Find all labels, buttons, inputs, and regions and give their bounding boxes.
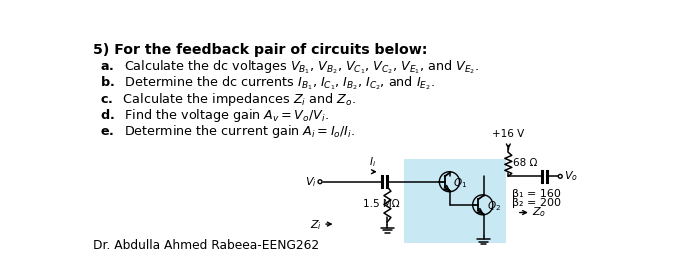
Bar — [404, 159, 506, 243]
Text: β₁ = 160: β₁ = 160 — [512, 189, 561, 199]
Text: 1.5 MΩ: 1.5 MΩ — [363, 200, 399, 209]
Text: $Z_i$: $Z_i$ — [309, 218, 321, 232]
Text: $Z_o$: $Z_o$ — [533, 206, 547, 219]
Text: $Q_1$: $Q_1$ — [454, 176, 468, 190]
Text: Dr. Abdulla Ahmed Rabeea-EENG262: Dr. Abdulla Ahmed Rabeea-EENG262 — [93, 240, 319, 253]
Text: 5) For the feedback pair of circuits below:: 5) For the feedback pair of circuits bel… — [93, 43, 428, 57]
Text: $I_i$: $I_i$ — [369, 156, 376, 169]
Text: $\mathbf{c.}$  Calculate the impedances $Z_i$ and $Z_o$.: $\mathbf{c.}$ Calculate the impedances $… — [100, 91, 356, 108]
Text: β₂ = 200: β₂ = 200 — [512, 198, 561, 208]
Text: $V_o$: $V_o$ — [564, 169, 578, 183]
Text: $Q_2$: $Q_2$ — [486, 200, 500, 213]
Text: $\mathbf{a.}$  Calculate the dc voltages $V_{B_1}$, $V_{B_2}$, $V_{C_1}$, $V_{C_: $\mathbf{a.}$ Calculate the dc voltages … — [100, 59, 479, 76]
Text: +16 V: +16 V — [492, 129, 524, 139]
Text: $\mathbf{b.}$  Determine the dc currents $I_{B_1}$, $I_{C_1}$, $I_{B_2}$, $I_{C_: $\mathbf{b.}$ Determine the dc currents … — [100, 75, 435, 92]
Text: $\mathbf{e.}$  Determine the current gain $A_i = I_o/I_i$.: $\mathbf{e.}$ Determine the current gain… — [100, 123, 355, 140]
Text: $\mathbf{d.}$  Find the voltage gain $A_v = V_o/V_i$.: $\mathbf{d.}$ Find the voltage gain $A_v… — [100, 107, 329, 124]
Text: $V_i$: $V_i$ — [305, 175, 317, 189]
Text: 68 Ω: 68 Ω — [513, 158, 538, 168]
